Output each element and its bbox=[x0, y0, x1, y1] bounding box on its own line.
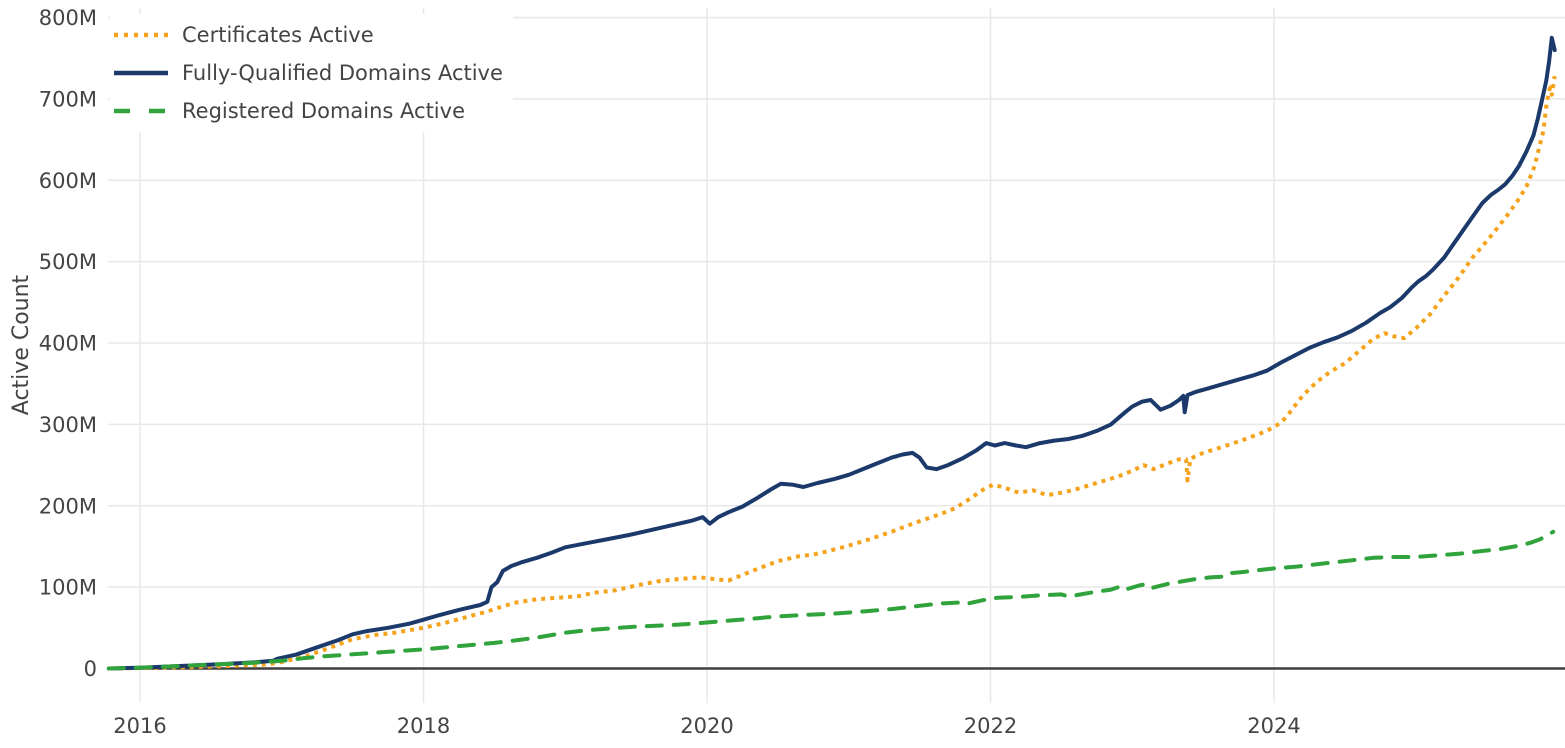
legend-label: Certificates Active bbox=[182, 23, 374, 47]
x-tick-label: 2024 bbox=[1247, 714, 1300, 738]
series-line-registered-domains-active[interactable] bbox=[106, 529, 1556, 671]
x-tick-label: 2018 bbox=[397, 714, 450, 738]
legend-label: Fully-Qualified Domains Active bbox=[182, 61, 503, 85]
legend-label: Registered Domains Active bbox=[182, 99, 465, 123]
solid-line-swatch-icon bbox=[114, 70, 168, 76]
y-tick-label: 700M bbox=[39, 87, 97, 111]
y-tick-label: 800M bbox=[39, 6, 97, 30]
legend-item-registered-domains-active[interactable]: Registered Domains Active bbox=[114, 92, 503, 130]
y-tick-label: 100M bbox=[39, 576, 97, 600]
y-tick-label: 300M bbox=[39, 413, 97, 437]
y-tick-label: 0 bbox=[84, 657, 97, 681]
x-tick-label: 2016 bbox=[113, 714, 166, 738]
legend-item-fully-qualified-domains-active[interactable]: Fully-Qualified Domains Active bbox=[114, 54, 503, 92]
series-line-certificates-active[interactable] bbox=[108, 75, 1557, 671]
y-tick-label: 500M bbox=[39, 250, 97, 274]
y-tick-label: 600M bbox=[39, 169, 97, 193]
dotted-line-swatch-icon bbox=[114, 32, 168, 38]
chart-legend: Certificates Active Fully-Qualified Doma… bbox=[110, 14, 513, 132]
legend-item-certificates-active[interactable]: Certificates Active bbox=[114, 16, 503, 54]
dashed-line-swatch-icon bbox=[114, 108, 168, 114]
y-axis-title: Active Count bbox=[9, 274, 34, 416]
series-line-fully-qualified-domains-active[interactable] bbox=[106, 35, 1557, 671]
x-tick-label: 2020 bbox=[680, 714, 733, 738]
y-tick-label: 400M bbox=[39, 332, 97, 356]
x-tick-label: 2022 bbox=[964, 714, 1017, 738]
y-tick-label: 200M bbox=[39, 494, 97, 518]
